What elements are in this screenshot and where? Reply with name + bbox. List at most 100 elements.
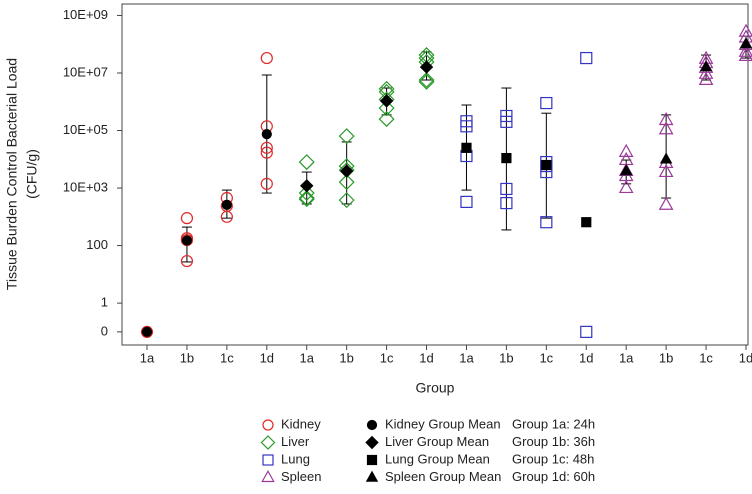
x-tick-label: 1c <box>380 350 394 365</box>
y-axis-title: (CFU/g) <box>24 149 40 199</box>
x-axis-title: Group <box>416 380 455 396</box>
x-tick-label: 1b <box>339 350 353 365</box>
data-point <box>338 128 355 145</box>
legend-marker <box>365 435 379 450</box>
data-point <box>540 216 553 229</box>
data-point <box>698 65 714 79</box>
y-tick-label: 0 <box>101 323 108 338</box>
x-tick-label: 1d <box>260 350 274 365</box>
data-point <box>338 192 355 209</box>
x-tick-label: 1c <box>220 350 234 365</box>
plot-frame <box>121 3 749 346</box>
data-point <box>260 141 273 154</box>
data-point <box>140 325 154 338</box>
mean-point <box>300 179 314 193</box>
data-point <box>460 120 473 133</box>
data-point <box>618 143 634 157</box>
x-tick-label: 1c <box>539 350 553 365</box>
legend-label: Spleen Group Mean <box>385 469 501 484</box>
data-point <box>738 47 752 61</box>
mean-point <box>541 159 552 171</box>
mean-point <box>699 60 713 72</box>
data-point <box>460 195 473 209</box>
data-point <box>658 196 674 210</box>
data-point <box>618 162 634 177</box>
legend-marker <box>366 419 378 431</box>
legend-marker <box>365 470 379 482</box>
mean-point <box>620 164 633 176</box>
data-point <box>500 182 513 196</box>
x-tick-label: 1a <box>299 350 314 365</box>
x-tick-label: 1d <box>739 350 752 365</box>
mean-point <box>221 199 232 210</box>
y-tick-label: 10E+09 <box>63 7 108 22</box>
x-tick-label: 1c <box>699 350 713 365</box>
data-point <box>658 163 674 178</box>
legend-marker <box>262 419 274 431</box>
mean-point <box>659 152 673 164</box>
mean-point <box>461 142 472 153</box>
data-point <box>220 210 233 223</box>
data-point <box>260 51 273 65</box>
legend-marker <box>261 470 275 483</box>
y-axis-title: Tissue Burden Control Bacterial Load <box>4 58 20 290</box>
legend-label: Kidney <box>281 416 321 431</box>
group-note: Group 1b: 36h <box>512 434 595 449</box>
mean-point <box>181 235 193 246</box>
x-tick-label: 1a <box>459 350 474 365</box>
data-point <box>180 254 194 268</box>
data-point <box>580 51 593 65</box>
mean-point <box>501 152 512 164</box>
data-point <box>260 146 273 159</box>
y-tick-label: 10E+07 <box>63 64 108 79</box>
data-point <box>260 177 273 190</box>
legend-marker <box>260 435 276 450</box>
data-point <box>500 196 513 210</box>
group-note: Group 1d: 60h <box>512 469 595 484</box>
data-point <box>338 174 355 191</box>
y-tick-label: 10E+03 <box>63 179 108 194</box>
mean-point <box>141 326 153 337</box>
legend-label: Liver Group Mean <box>385 434 489 449</box>
data-point <box>378 111 395 128</box>
group-note: Group 1a: 24h <box>512 416 595 431</box>
x-tick-label: 1d <box>579 350 593 365</box>
legend-label: Lung <box>281 451 310 466</box>
mean-point <box>419 60 434 74</box>
data-point <box>418 73 435 90</box>
x-tick-label: 1a <box>140 350 155 365</box>
data-point <box>738 23 752 37</box>
legend-label: Liver <box>281 434 310 449</box>
data-point <box>580 325 593 338</box>
legend-marker <box>262 454 274 466</box>
legend-marker <box>366 454 378 466</box>
group-note: Group 1c: 48h <box>512 451 594 466</box>
data-point <box>298 190 315 207</box>
data-point <box>698 71 714 86</box>
mean-point <box>379 94 394 108</box>
data-point <box>500 115 513 128</box>
x-tick-label: 1b <box>659 350 673 365</box>
data-point <box>180 212 194 225</box>
x-tick-label: 1a <box>619 350 634 365</box>
data-point <box>298 191 315 208</box>
x-tick-label: 1b <box>180 350 194 365</box>
data-point <box>658 112 674 126</box>
data-point <box>378 100 395 117</box>
y-tick-label: 10E+05 <box>63 122 108 137</box>
mean-point <box>339 164 354 178</box>
data-point <box>738 43 752 57</box>
legend-label: Spleen <box>281 469 321 484</box>
x-tick-label: 1b <box>499 350 513 365</box>
data-point <box>540 96 553 110</box>
data-point <box>298 185 315 202</box>
legend-label: Kidney Group Mean <box>385 416 501 431</box>
mean-point <box>581 217 592 228</box>
x-tick-label: 1d <box>419 350 433 365</box>
data-point <box>298 154 315 171</box>
data-point <box>618 179 634 194</box>
data-point <box>418 72 435 89</box>
data-point <box>658 121 674 135</box>
y-tick-label: 100 <box>86 237 108 252</box>
